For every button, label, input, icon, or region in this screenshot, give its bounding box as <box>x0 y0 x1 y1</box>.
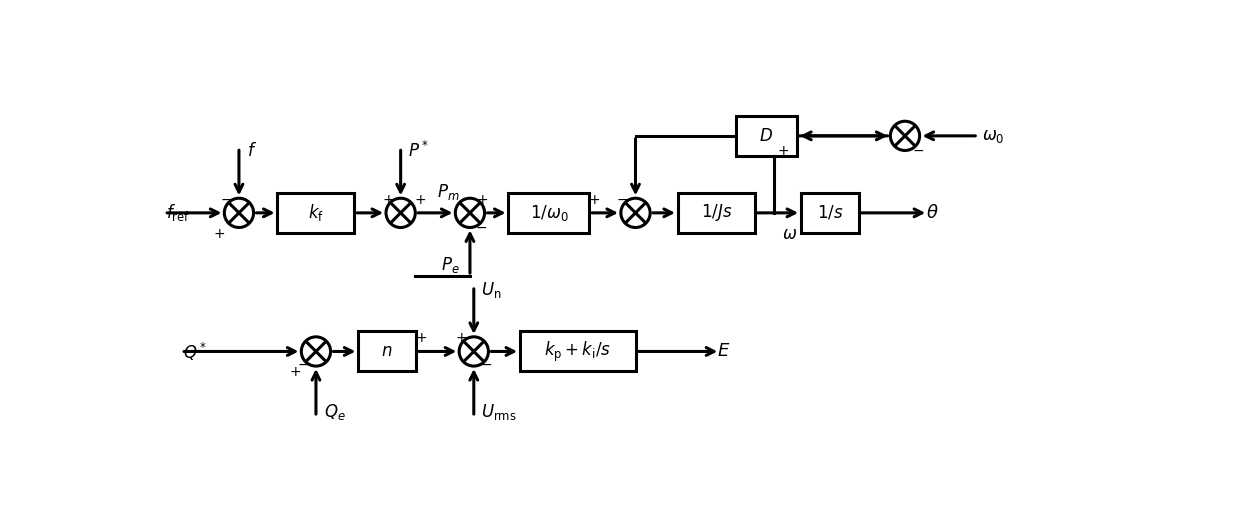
Text: $E$: $E$ <box>718 342 730 360</box>
Text: $Q^*$: $Q^*$ <box>182 340 207 362</box>
Text: $U_{\rm n}$: $U_{\rm n}$ <box>481 280 502 300</box>
Text: −: − <box>476 221 487 235</box>
Text: +: + <box>589 193 600 207</box>
Text: −: − <box>298 358 310 372</box>
Text: $U_{\rm rms}$: $U_{\rm rms}$ <box>481 402 517 422</box>
Text: +: + <box>382 193 394 207</box>
Bar <box>358 332 417 371</box>
Text: $1/s$: $1/s$ <box>817 204 843 222</box>
Text: $P_m$: $P_m$ <box>438 182 460 202</box>
Text: +: + <box>213 226 226 241</box>
Bar <box>735 116 797 156</box>
Text: $f_{\rm ref}$: $f_{\rm ref}$ <box>166 203 190 223</box>
Text: +: + <box>415 193 427 207</box>
Text: $1/Js$: $1/Js$ <box>701 203 732 223</box>
Text: $D$: $D$ <box>759 127 774 145</box>
Text: +: + <box>455 331 467 344</box>
Bar <box>801 193 859 233</box>
Text: $1/\omega_0$: $1/\omega_0$ <box>529 203 568 223</box>
Text: $P^*$: $P^*$ <box>408 141 429 161</box>
Text: +: + <box>476 193 489 207</box>
Text: +: + <box>777 144 789 158</box>
Bar <box>678 193 755 233</box>
Text: −: − <box>480 358 492 372</box>
Text: +: + <box>415 331 428 345</box>
Text: $n$: $n$ <box>382 342 393 360</box>
Bar <box>278 193 355 233</box>
Text: −: − <box>913 144 924 158</box>
Text: −: − <box>221 193 232 207</box>
Text: +: + <box>289 365 301 379</box>
Text: $f$: $f$ <box>247 142 257 160</box>
Text: $\omega_0$: $\omega_0$ <box>982 127 1004 145</box>
Text: $k_{\rm p}+k_{\rm i}/s$: $k_{\rm p}+k_{\rm i}/s$ <box>544 340 611 363</box>
Text: −: − <box>616 193 629 207</box>
Text: $\omega$: $\omega$ <box>782 225 797 243</box>
Text: $P_e$: $P_e$ <box>441 255 460 275</box>
Text: $Q_e$: $Q_e$ <box>324 402 346 422</box>
Bar <box>520 332 635 371</box>
Text: $\theta$: $\theta$ <box>925 204 939 222</box>
Bar <box>508 193 589 233</box>
Text: $k_{\rm f}$: $k_{\rm f}$ <box>308 203 324 223</box>
